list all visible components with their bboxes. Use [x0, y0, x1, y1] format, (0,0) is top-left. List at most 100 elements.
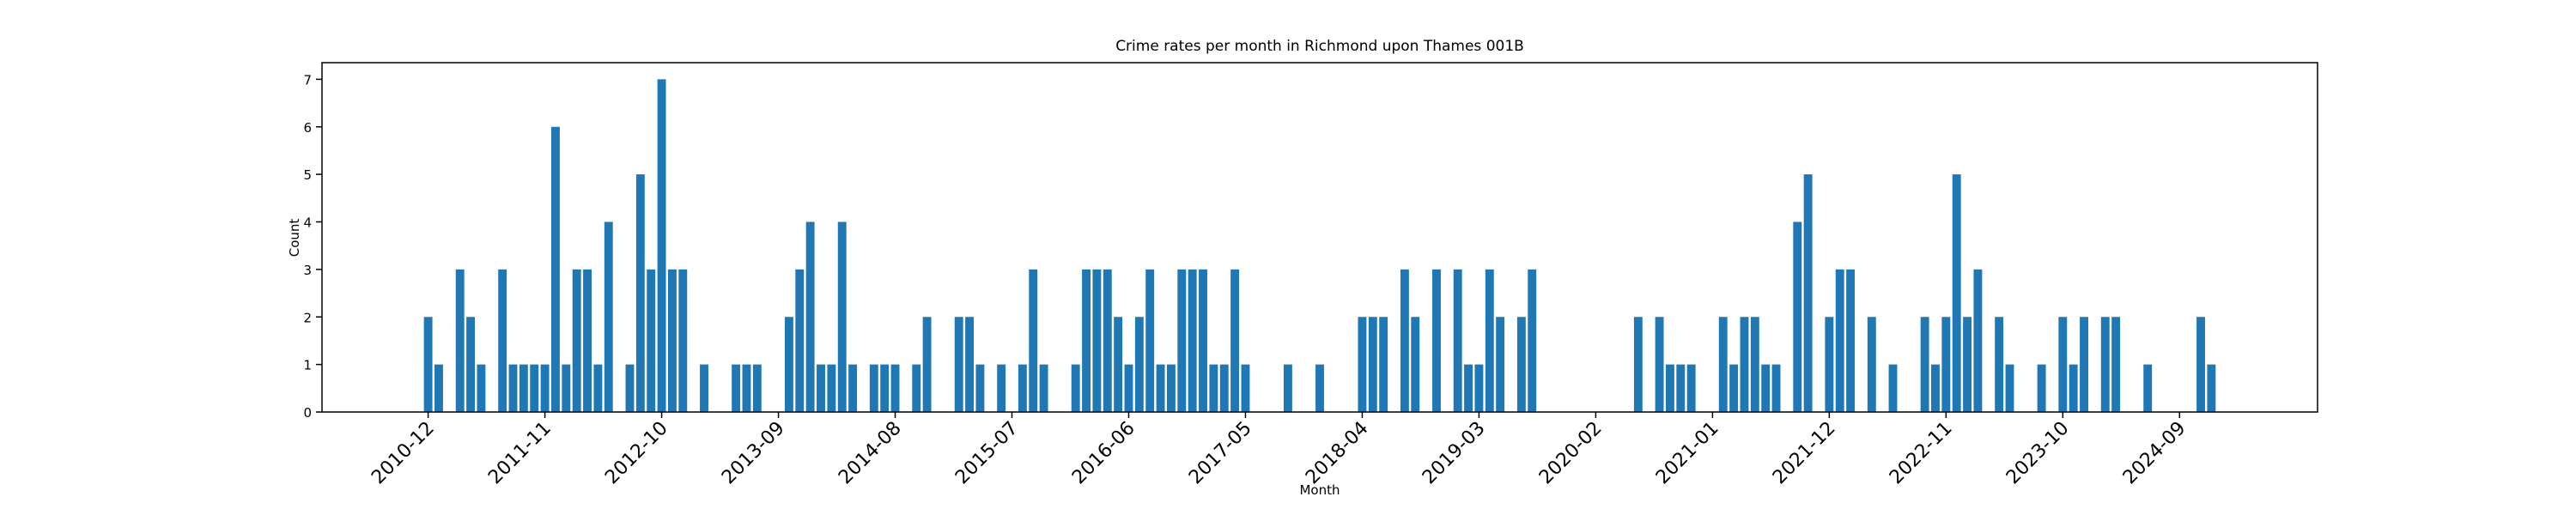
- bar: [1771, 364, 1781, 412]
- bar: [869, 364, 878, 412]
- bar: [466, 317, 476, 412]
- bar: [1846, 269, 1856, 412]
- bar: [667, 269, 677, 412]
- bar: [1750, 317, 1759, 412]
- bar: [1156, 364, 1165, 412]
- bar: [1485, 269, 1494, 412]
- bar: [2005, 364, 2014, 412]
- bar: [657, 79, 666, 412]
- bar: [795, 269, 805, 412]
- bar: [1931, 364, 1940, 412]
- bar: [1379, 317, 1388, 412]
- bar: [1665, 364, 1674, 412]
- bar: [2143, 364, 2153, 412]
- bar: [434, 364, 443, 412]
- bar: [2207, 364, 2216, 412]
- bar: [1432, 269, 1441, 412]
- bar: [1219, 364, 1229, 412]
- bar: [1952, 174, 1961, 412]
- y-tick-label: 3: [303, 263, 312, 278]
- bar: [837, 221, 847, 412]
- chart-title: Crime rates per month in Richmond upon T…: [1115, 38, 1524, 55]
- bar: [890, 364, 900, 412]
- y-tick-label: 2: [303, 310, 312, 325]
- bar: [1166, 364, 1176, 412]
- bar: [2069, 364, 2078, 412]
- bar: [1209, 364, 1218, 412]
- bar: [604, 221, 613, 412]
- bar: [1516, 317, 1526, 412]
- y-axis-label: Count: [287, 219, 302, 258]
- bar: [647, 269, 656, 412]
- bar: [1464, 364, 1473, 412]
- bar: [1496, 317, 1505, 412]
- bar: [1825, 317, 1834, 412]
- bar: [1082, 269, 1091, 412]
- bar: [678, 269, 688, 412]
- y-tick-label: 4: [303, 215, 312, 231]
- bar: [1283, 364, 1292, 412]
- bar: [455, 269, 465, 412]
- bar: [742, 364, 751, 412]
- bar: [540, 364, 550, 412]
- bar: [1039, 364, 1048, 412]
- bar: [912, 364, 921, 412]
- bar: [1124, 364, 1133, 412]
- y-tick-label: 5: [303, 167, 312, 183]
- bar: [572, 269, 581, 412]
- bar: [593, 364, 603, 412]
- bar: [880, 364, 890, 412]
- bar: [1230, 269, 1240, 412]
- bar: [1368, 317, 1377, 412]
- bar: [508, 364, 518, 412]
- bar: [477, 364, 486, 412]
- bar: [1888, 364, 1898, 412]
- bar: [848, 364, 858, 412]
- bar: [1973, 269, 1983, 412]
- bar: [700, 364, 708, 412]
- bar: [1315, 364, 1324, 412]
- bar: [1676, 364, 1686, 412]
- bar: [1995, 317, 2004, 412]
- bar: [1835, 269, 1844, 412]
- bar: [423, 317, 433, 412]
- bar: [1528, 269, 1537, 412]
- y-tick-label: 0: [303, 405, 312, 421]
- bar: [1686, 364, 1696, 412]
- bar: [1241, 364, 1250, 412]
- bar: [1177, 269, 1187, 412]
- bar: [1474, 364, 1484, 412]
- bar: [752, 364, 762, 412]
- bar: [1761, 364, 1771, 412]
- bar: [1453, 269, 1462, 412]
- bar: [1145, 269, 1155, 412]
- bar: [1071, 364, 1080, 412]
- x-axis-label: Month: [1299, 482, 1340, 498]
- y-tick-label: 6: [303, 120, 312, 136]
- bar: [625, 364, 635, 412]
- y-tick-label: 7: [303, 72, 312, 88]
- bar: [1633, 317, 1643, 412]
- bar: [2058, 317, 2068, 412]
- bar: [1358, 317, 1367, 412]
- bar: [498, 269, 507, 412]
- bar: [997, 364, 1006, 412]
- bar: [1729, 364, 1739, 412]
- bar: [922, 317, 932, 412]
- bar: [1029, 269, 1038, 412]
- bar: [1963, 317, 1972, 412]
- bar: [965, 317, 975, 412]
- bar: [530, 364, 539, 412]
- bar: [1188, 269, 1197, 412]
- bar: [1740, 317, 1749, 412]
- bar: [805, 221, 815, 412]
- bar: [1655, 317, 1664, 412]
- bar: [1134, 317, 1144, 412]
- bar: [1103, 269, 1112, 412]
- bar: [2111, 317, 2121, 412]
- bar: [1920, 317, 1929, 412]
- bar: [519, 364, 528, 412]
- bar: [954, 317, 963, 412]
